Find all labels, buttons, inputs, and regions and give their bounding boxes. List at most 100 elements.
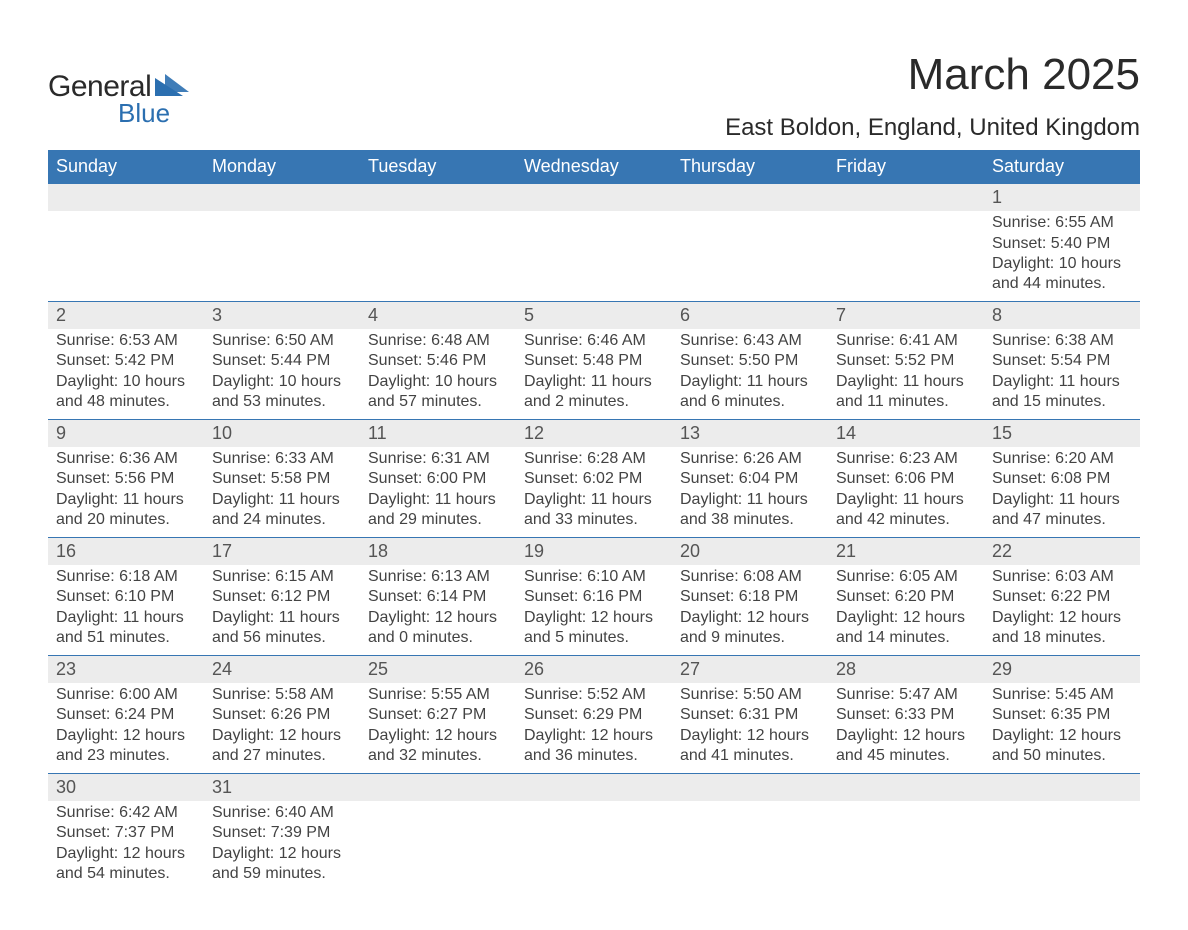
daylight-text: Daylight: 12 hours and 9 minutes. [680, 608, 820, 649]
title-block: March 2025 East Boldon, England, United … [725, 50, 1140, 142]
sunrise-text: Sunrise: 5:45 AM [992, 685, 1132, 705]
sunset-text: Sunset: 6:26 PM [212, 705, 352, 725]
sunrise-text: Sunrise: 6:42 AM [56, 803, 196, 823]
day-number: 23 [48, 656, 204, 683]
day-cell: 25Sunrise: 5:55 AMSunset: 6:27 PMDayligh… [360, 656, 516, 773]
sunset-text: Sunset: 5:50 PM [680, 351, 820, 371]
day-cell-empty [360, 774, 516, 891]
day-cell: 24Sunrise: 5:58 AMSunset: 6:26 PMDayligh… [204, 656, 360, 773]
sunrise-text: Sunrise: 6:18 AM [56, 567, 196, 587]
day-cell: 2Sunrise: 6:53 AMSunset: 5:42 PMDaylight… [48, 302, 204, 419]
daylight-text: Daylight: 12 hours and 5 minutes. [524, 608, 664, 649]
calendar: SundayMondayTuesdayWednesdayThursdayFrid… [48, 150, 1140, 890]
day-number [828, 184, 984, 211]
sunrise-text: Sunrise: 6:28 AM [524, 449, 664, 469]
day-number: 31 [204, 774, 360, 801]
day-cell: 15Sunrise: 6:20 AMSunset: 6:08 PMDayligh… [984, 420, 1140, 537]
day-number: 16 [48, 538, 204, 565]
sunset-text: Sunset: 6:33 PM [836, 705, 976, 725]
day-number: 26 [516, 656, 672, 683]
day-number: 24 [204, 656, 360, 683]
brand-logo: General Blue [48, 50, 189, 129]
sunset-text: Sunset: 6:31 PM [680, 705, 820, 725]
dow-header-row: SundayMondayTuesdayWednesdayThursdayFrid… [48, 150, 1140, 183]
day-number: 4 [360, 302, 516, 329]
sunset-text: Sunset: 6:02 PM [524, 469, 664, 489]
sunset-text: Sunset: 7:39 PM [212, 823, 352, 843]
daylight-text: Daylight: 12 hours and 14 minutes. [836, 608, 976, 649]
day-number: 11 [360, 420, 516, 447]
week-row: 30Sunrise: 6:42 AMSunset: 7:37 PMDayligh… [48, 773, 1140, 891]
daylight-text: Daylight: 10 hours and 48 minutes. [56, 372, 196, 413]
daylight-text: Daylight: 12 hours and 36 minutes. [524, 726, 664, 767]
day-cell: 17Sunrise: 6:15 AMSunset: 6:12 PMDayligh… [204, 538, 360, 655]
daylight-text: Daylight: 12 hours and 54 minutes. [56, 844, 196, 885]
daylight-text: Daylight: 11 hours and 51 minutes. [56, 608, 196, 649]
day-number [828, 774, 984, 801]
daylight-text: Daylight: 12 hours and 50 minutes. [992, 726, 1132, 767]
day-number: 20 [672, 538, 828, 565]
day-number [360, 774, 516, 801]
sunrise-text: Sunrise: 6:43 AM [680, 331, 820, 351]
sunset-text: Sunset: 5:54 PM [992, 351, 1132, 371]
day-number [516, 774, 672, 801]
day-cell: 29Sunrise: 5:45 AMSunset: 6:35 PMDayligh… [984, 656, 1140, 773]
weeks-container: 1Sunrise: 6:55 AMSunset: 5:40 PMDaylight… [48, 183, 1140, 890]
sunrise-text: Sunrise: 6:03 AM [992, 567, 1132, 587]
daylight-text: Daylight: 12 hours and 23 minutes. [56, 726, 196, 767]
day-number: 19 [516, 538, 672, 565]
sunrise-text: Sunrise: 6:41 AM [836, 331, 976, 351]
sunset-text: Sunset: 6:20 PM [836, 587, 976, 607]
day-number: 2 [48, 302, 204, 329]
sunrise-text: Sunrise: 6:46 AM [524, 331, 664, 351]
sunset-text: Sunset: 6:35 PM [992, 705, 1132, 725]
day-number: 5 [516, 302, 672, 329]
sunrise-text: Sunrise: 5:52 AM [524, 685, 664, 705]
day-cell: 5Sunrise: 6:46 AMSunset: 5:48 PMDaylight… [516, 302, 672, 419]
daylight-text: Daylight: 12 hours and 32 minutes. [368, 726, 508, 767]
week-row: 23Sunrise: 6:00 AMSunset: 6:24 PMDayligh… [48, 655, 1140, 773]
sunset-text: Sunset: 6:06 PM [836, 469, 976, 489]
day-cell-empty [516, 184, 672, 301]
day-cell: 11Sunrise: 6:31 AMSunset: 6:00 PMDayligh… [360, 420, 516, 537]
day-cell-empty [516, 774, 672, 891]
sunrise-text: Sunrise: 6:26 AM [680, 449, 820, 469]
sunset-text: Sunset: 6:24 PM [56, 705, 196, 725]
daylight-text: Daylight: 11 hours and 24 minutes. [212, 490, 352, 531]
day-cell: 8Sunrise: 6:38 AMSunset: 5:54 PMDaylight… [984, 302, 1140, 419]
day-cell: 23Sunrise: 6:00 AMSunset: 6:24 PMDayligh… [48, 656, 204, 773]
sunrise-text: Sunrise: 6:15 AM [212, 567, 352, 587]
day-cell: 10Sunrise: 6:33 AMSunset: 5:58 PMDayligh… [204, 420, 360, 537]
sunrise-text: Sunrise: 5:55 AM [368, 685, 508, 705]
day-cell: 7Sunrise: 6:41 AMSunset: 5:52 PMDaylight… [828, 302, 984, 419]
brand-word2: Blue [118, 98, 170, 129]
day-number [516, 184, 672, 211]
daylight-text: Daylight: 11 hours and 11 minutes. [836, 372, 976, 413]
dow-cell: Monday [204, 150, 360, 183]
sunset-text: Sunset: 5:46 PM [368, 351, 508, 371]
day-cell: 16Sunrise: 6:18 AMSunset: 6:10 PMDayligh… [48, 538, 204, 655]
day-number: 8 [984, 302, 1140, 329]
day-cell: 21Sunrise: 6:05 AMSunset: 6:20 PMDayligh… [828, 538, 984, 655]
day-cell-empty [984, 774, 1140, 891]
day-number: 28 [828, 656, 984, 683]
daylight-text: Daylight: 10 hours and 53 minutes. [212, 372, 352, 413]
day-number: 30 [48, 774, 204, 801]
sunrise-text: Sunrise: 6:08 AM [680, 567, 820, 587]
daylight-text: Daylight: 11 hours and 38 minutes. [680, 490, 820, 531]
day-number: 18 [360, 538, 516, 565]
sunset-text: Sunset: 6:29 PM [524, 705, 664, 725]
daylight-text: Daylight: 11 hours and 56 minutes. [212, 608, 352, 649]
daylight-text: Daylight: 11 hours and 29 minutes. [368, 490, 508, 531]
day-number: 21 [828, 538, 984, 565]
sunrise-text: Sunrise: 6:36 AM [56, 449, 196, 469]
sunset-text: Sunset: 5:40 PM [992, 234, 1132, 254]
day-number: 29 [984, 656, 1140, 683]
daylight-text: Daylight: 11 hours and 2 minutes. [524, 372, 664, 413]
day-cell: 18Sunrise: 6:13 AMSunset: 6:14 PMDayligh… [360, 538, 516, 655]
sunset-text: Sunset: 6:14 PM [368, 587, 508, 607]
daylight-text: Daylight: 11 hours and 33 minutes. [524, 490, 664, 531]
day-number: 17 [204, 538, 360, 565]
sunset-text: Sunset: 5:58 PM [212, 469, 352, 489]
sunrise-text: Sunrise: 6:53 AM [56, 331, 196, 351]
